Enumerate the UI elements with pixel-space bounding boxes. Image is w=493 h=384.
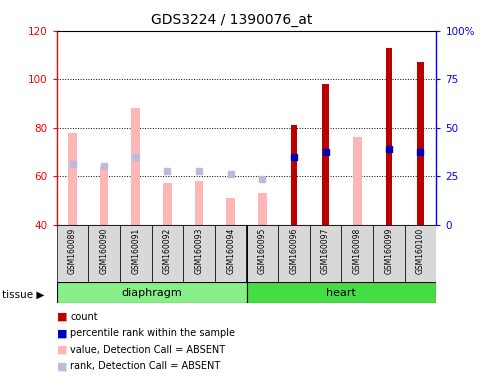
Bar [132, 108, 140, 225]
Bar [88, 225, 120, 282]
Bar [246, 225, 278, 282]
Bar [163, 184, 172, 225]
Bar [417, 62, 423, 225]
Text: GSM160094: GSM160094 [226, 227, 235, 274]
Bar [246, 282, 436, 303]
Bar [226, 198, 235, 225]
Bar [152, 225, 183, 282]
Bar [258, 193, 267, 225]
Text: percentile rank within the sample: percentile rank within the sample [70, 328, 236, 338]
Text: tissue ▶: tissue ▶ [2, 290, 45, 300]
Bar [183, 225, 215, 282]
Text: GSM160099: GSM160099 [385, 227, 393, 274]
Bar [353, 137, 361, 225]
Bar [195, 181, 204, 225]
Text: diaphragm: diaphragm [121, 288, 182, 298]
Text: heart: heart [326, 288, 356, 298]
Text: GSM160091: GSM160091 [131, 227, 141, 274]
Text: ■: ■ [57, 312, 67, 322]
Text: GSM160098: GSM160098 [352, 227, 362, 274]
Text: ■: ■ [57, 361, 67, 371]
Bar [278, 225, 310, 282]
Text: GSM160100: GSM160100 [416, 227, 425, 274]
Bar [291, 125, 297, 225]
Text: GSM160093: GSM160093 [195, 227, 204, 274]
Bar [120, 225, 152, 282]
Text: ■: ■ [57, 328, 67, 338]
Text: count: count [70, 312, 98, 322]
Bar [57, 225, 88, 282]
Bar [57, 282, 246, 303]
Text: GSM160096: GSM160096 [289, 227, 298, 274]
Bar [100, 167, 108, 225]
Bar [373, 225, 405, 282]
Bar [68, 132, 77, 225]
Bar [405, 225, 436, 282]
Text: rank, Detection Call = ABSENT: rank, Detection Call = ABSENT [70, 361, 221, 371]
Bar [215, 225, 246, 282]
Text: value, Detection Call = ABSENT: value, Detection Call = ABSENT [70, 345, 226, 355]
Text: GSM160092: GSM160092 [163, 227, 172, 274]
Bar [386, 48, 392, 225]
Text: GSM160089: GSM160089 [68, 227, 77, 274]
Bar [310, 225, 341, 282]
Text: GSM160095: GSM160095 [258, 227, 267, 274]
Text: GSM160090: GSM160090 [100, 227, 108, 274]
Text: GSM160097: GSM160097 [321, 227, 330, 274]
Text: GDS3224 / 1390076_at: GDS3224 / 1390076_at [151, 13, 313, 27]
Bar [322, 84, 329, 225]
Text: ■: ■ [57, 345, 67, 355]
Bar [341, 225, 373, 282]
